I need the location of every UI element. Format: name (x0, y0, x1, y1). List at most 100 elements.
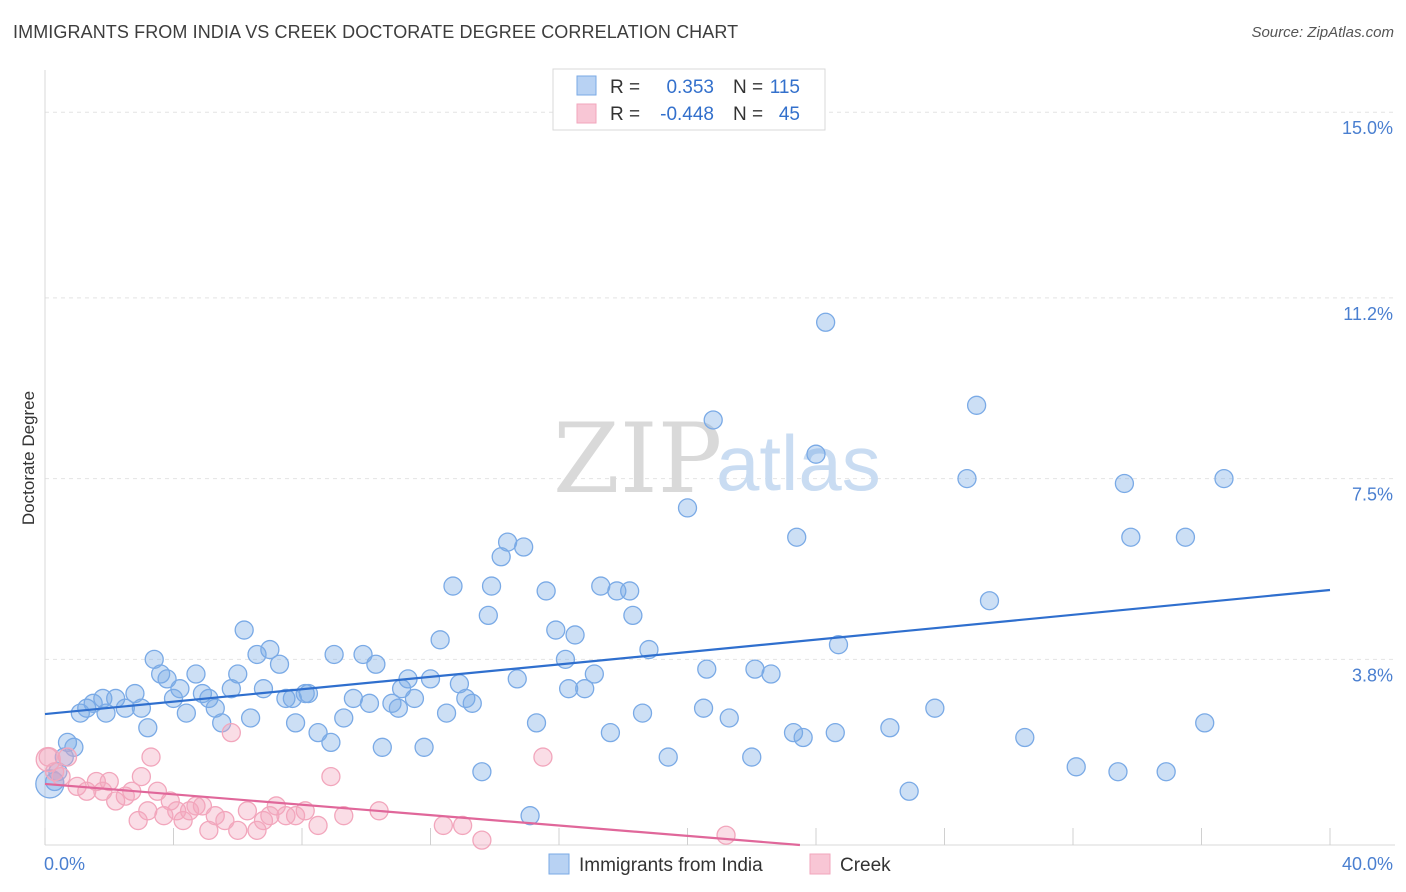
india-point (170, 679, 190, 699)
india-point (176, 703, 197, 723)
india-point (157, 669, 177, 689)
india-point (742, 747, 762, 767)
creek-point (99, 771, 119, 792)
creek-point (285, 806, 306, 826)
bottom-legend: Immigrants from India Creek (548, 853, 891, 876)
india-point (343, 688, 364, 709)
creek-point (106, 791, 126, 811)
india-point (372, 737, 392, 757)
creek-point (215, 810, 235, 831)
creek-point (247, 820, 267, 840)
legend-swatch-creek (576, 103, 597, 124)
india-point (359, 693, 380, 713)
india-point (815, 312, 836, 332)
india-point (507, 669, 527, 689)
india-point (925, 698, 945, 718)
creek-point (228, 820, 248, 840)
india-point (285, 713, 306, 733)
india-point (212, 713, 232, 733)
india-point (388, 698, 409, 718)
india-point (828, 635, 849, 655)
india-point (260, 639, 280, 660)
watermark: ZIP atlas (553, 403, 881, 515)
creek-point (237, 801, 258, 821)
india-point (324, 644, 344, 665)
creek-point (35, 746, 61, 773)
india-point (787, 527, 807, 547)
india-point (430, 630, 450, 650)
india-point (253, 679, 274, 699)
india-point (546, 620, 566, 640)
india-point (957, 468, 977, 489)
india-point (565, 625, 585, 645)
bottom-legend-label-india: Immigrants from India (579, 855, 763, 876)
india-point (584, 664, 604, 684)
creek-point (138, 801, 158, 821)
creek-point (260, 806, 280, 826)
india-point (1175, 527, 1196, 547)
india-point (321, 732, 341, 753)
legend-n-value-creek: 45 (779, 104, 800, 125)
india-point (1066, 757, 1086, 777)
y-tick-label: 3.8% (1352, 665, 1393, 685)
india-trend-line (44, 588, 1331, 716)
india-point (353, 644, 373, 665)
india-point (404, 688, 425, 709)
india-point (966, 395, 987, 415)
india-point (639, 639, 659, 660)
india-point (1214, 468, 1234, 489)
source-label: Source: ZipAtlas.com (1251, 24, 1394, 41)
creek-point (321, 766, 341, 787)
creek-point (452, 815, 473, 836)
creek-point (472, 830, 492, 850)
x-tick-label-min: 0.0% (44, 854, 85, 874)
creek-point (57, 747, 78, 767)
india-point (575, 679, 595, 699)
gridlines (45, 111, 1395, 660)
india-point (240, 708, 261, 728)
creek-point (334, 806, 354, 826)
india-point (620, 581, 640, 601)
creek-points (35, 722, 736, 850)
india-point (677, 498, 698, 518)
india-point (436, 703, 457, 723)
legend-box: R = 0.353 N = 115 R = -0.448 N = 45 (552, 68, 826, 131)
legend-r-label-india: R = (610, 77, 640, 98)
y-tick-label: 7.5% (1352, 485, 1393, 505)
watermark-atlas: atlas (716, 419, 881, 507)
creek-point (716, 825, 736, 845)
india-point (131, 698, 152, 718)
india-point (806, 444, 826, 464)
india-point (269, 654, 290, 674)
creek-point (141, 747, 161, 767)
india-point (783, 722, 804, 743)
india-point (1108, 762, 1128, 782)
india-point (979, 591, 1000, 611)
y-tick-labels: 3.8% 7.5% 11.2% 15.0% (1342, 118, 1393, 685)
india-point (761, 664, 781, 684)
india-point (497, 532, 518, 552)
india-point (1195, 713, 1215, 733)
india-point (693, 698, 714, 718)
india-point (899, 781, 919, 801)
india-point (520, 806, 540, 826)
legend-r-label-creek: R = (610, 104, 640, 125)
india-point (825, 722, 845, 743)
india-point (462, 693, 482, 713)
creek-point (93, 781, 113, 801)
india-point (1121, 527, 1141, 547)
india-point (366, 654, 386, 674)
india-point (138, 718, 158, 738)
india-point (83, 693, 103, 713)
india-point (591, 576, 611, 596)
legend-r-value-india: 0.353 (666, 77, 714, 98)
india-point (632, 703, 653, 723)
bottom-legend-label-creek: Creek (840, 855, 891, 876)
india-point (600, 722, 621, 743)
india-point (536, 581, 556, 601)
india-point (478, 605, 498, 626)
india-point (880, 718, 900, 738)
india-point (308, 722, 328, 743)
creek-point (160, 791, 180, 811)
legend-n-label-creek: N = (733, 104, 763, 125)
